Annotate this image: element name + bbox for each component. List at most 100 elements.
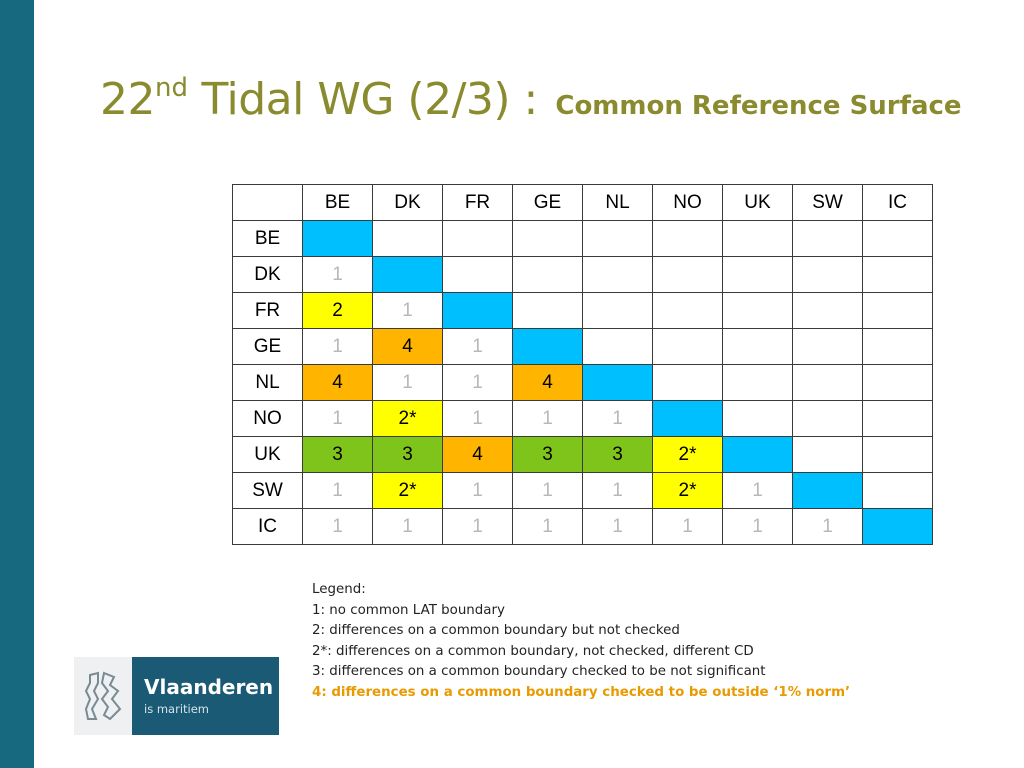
matrix-cell: 3 <box>372 436 443 473</box>
legend-item: 1: no common LAT boundary <box>312 602 505 618</box>
matrix-cell: 2* <box>652 436 723 473</box>
matrix-cell: 4 <box>512 364 583 401</box>
matrix-row-uk: UK 3 3 4 3 3 2* <box>232 436 933 473</box>
matrix-row-dk: DK 1 <box>232 256 933 293</box>
matrix-cell <box>652 400 723 437</box>
title-number: 22 <box>100 74 156 125</box>
matrix-cell <box>722 364 793 401</box>
matrix-corner-cell <box>232 184 303 221</box>
matrix-cell: 3 <box>512 436 583 473</box>
matrix-cell <box>512 292 583 329</box>
matrix-cell <box>722 436 793 473</box>
legend-item: 2*: differences on a common boundary, no… <box>312 643 754 659</box>
matrix-row-fr: FR 2 1 <box>232 292 933 329</box>
matrix-cell: 1 <box>442 472 513 509</box>
matrix-row-ge: GE 1 4 1 <box>232 328 933 365</box>
matrix-cell: 1 <box>442 364 513 401</box>
row-header-dk: DK <box>232 256 303 293</box>
column-header-no: NO <box>652 184 723 221</box>
matrix-cell <box>862 256 933 293</box>
matrix-cell: 3 <box>582 436 653 473</box>
matrix-row-be: BE <box>232 220 933 257</box>
matrix-cell: 1 <box>792 508 863 545</box>
matrix-cell: 1 <box>722 508 793 545</box>
matrix-cell: 1 <box>512 508 583 545</box>
title-main: Tidal WG (2/3) : <box>187 74 552 125</box>
matrix-cell <box>862 400 933 437</box>
matrix-row-ic: IC 1 1 1 1 1 1 1 1 <box>232 508 933 545</box>
matrix-cell: 1 <box>302 508 373 545</box>
comparison-matrix: BE DK FR GE NL NO UK SW IC BE DK 1 FR 2 1 GE 1 4 1 NL 4 1 1 4 NO… <box>232 184 933 545</box>
matrix-cell <box>442 220 513 257</box>
matrix-header-row: BE DK FR GE NL NO UK SW IC <box>232 184 933 221</box>
matrix-cell <box>862 220 933 257</box>
row-header-no: NO <box>232 400 303 437</box>
row-header-ic: IC <box>232 508 303 545</box>
matrix-cell: 2* <box>372 472 443 509</box>
matrix-cell: 4 <box>372 328 443 365</box>
column-header-uk: UK <box>722 184 793 221</box>
row-header-sw: SW <box>232 472 303 509</box>
column-header-be: BE <box>302 184 373 221</box>
matrix-cell <box>722 400 793 437</box>
matrix-cell <box>652 220 723 257</box>
matrix-cell <box>792 472 863 509</box>
matrix-cell <box>582 328 653 365</box>
matrix-cell <box>512 220 583 257</box>
matrix-cell: 1 <box>512 400 583 437</box>
matrix-cell <box>862 436 933 473</box>
matrix-cell <box>862 508 933 545</box>
matrix-cell <box>722 256 793 293</box>
matrix-cell <box>582 364 653 401</box>
column-header-dk: DK <box>372 184 443 221</box>
logo-tagline: is maritiem <box>144 702 209 716</box>
matrix-cell <box>652 256 723 293</box>
legend-item: 3: differences on a common boundary chec… <box>312 664 766 680</box>
matrix-cell <box>722 328 793 365</box>
matrix-cell: 2* <box>652 472 723 509</box>
column-header-ge: GE <box>512 184 583 221</box>
matrix-cell <box>792 400 863 437</box>
matrix-cell <box>792 256 863 293</box>
legend-item: 2: differences on a common boundary but … <box>312 623 680 639</box>
column-header-fr: FR <box>442 184 513 221</box>
matrix-cell: 2 <box>302 292 373 329</box>
column-header-ic: IC <box>862 184 933 221</box>
slide-title: 22nd Tidal WG (2/3) : Common Reference S… <box>100 75 962 122</box>
matrix-cell: 1 <box>652 508 723 545</box>
matrix-cell <box>792 220 863 257</box>
matrix-cell <box>302 220 373 257</box>
matrix-cell <box>792 364 863 401</box>
matrix-cell <box>722 220 793 257</box>
matrix-row-sw: SW 1 2* 1 1 1 2* 1 <box>232 472 933 509</box>
flemish-lion-icon <box>84 671 122 721</box>
matrix-cell: 1 <box>512 472 583 509</box>
matrix-cell <box>512 256 583 293</box>
legend-heading: Legend: <box>312 582 366 597</box>
matrix-cell: 1 <box>372 292 443 329</box>
row-header-be: BE <box>232 220 303 257</box>
matrix-cell: 1 <box>582 400 653 437</box>
matrix-cell: 1 <box>372 508 443 545</box>
matrix-row-nl: NL 4 1 1 4 <box>232 364 933 401</box>
column-header-nl: NL <box>582 184 653 221</box>
side-accent-bar <box>0 0 34 768</box>
matrix-cell <box>652 328 723 365</box>
matrix-cell <box>792 328 863 365</box>
matrix-cell <box>512 328 583 365</box>
logo-emblem <box>74 657 132 735</box>
matrix-cell <box>652 292 723 329</box>
matrix-cell: 1 <box>442 328 513 365</box>
logo-name: Vlaanderen <box>144 675 274 699</box>
matrix-cell: 1 <box>302 472 373 509</box>
matrix-cell <box>442 256 513 293</box>
title-subtitle: Common Reference Surface <box>555 91 962 121</box>
matrix-cell <box>862 472 933 509</box>
matrix-cell <box>582 256 653 293</box>
matrix-cell: 3 <box>302 436 373 473</box>
matrix-cell <box>792 436 863 473</box>
row-header-ge: GE <box>232 328 303 365</box>
matrix-cell <box>582 220 653 257</box>
matrix-cell <box>372 256 443 293</box>
row-header-fr: FR <box>232 292 303 329</box>
